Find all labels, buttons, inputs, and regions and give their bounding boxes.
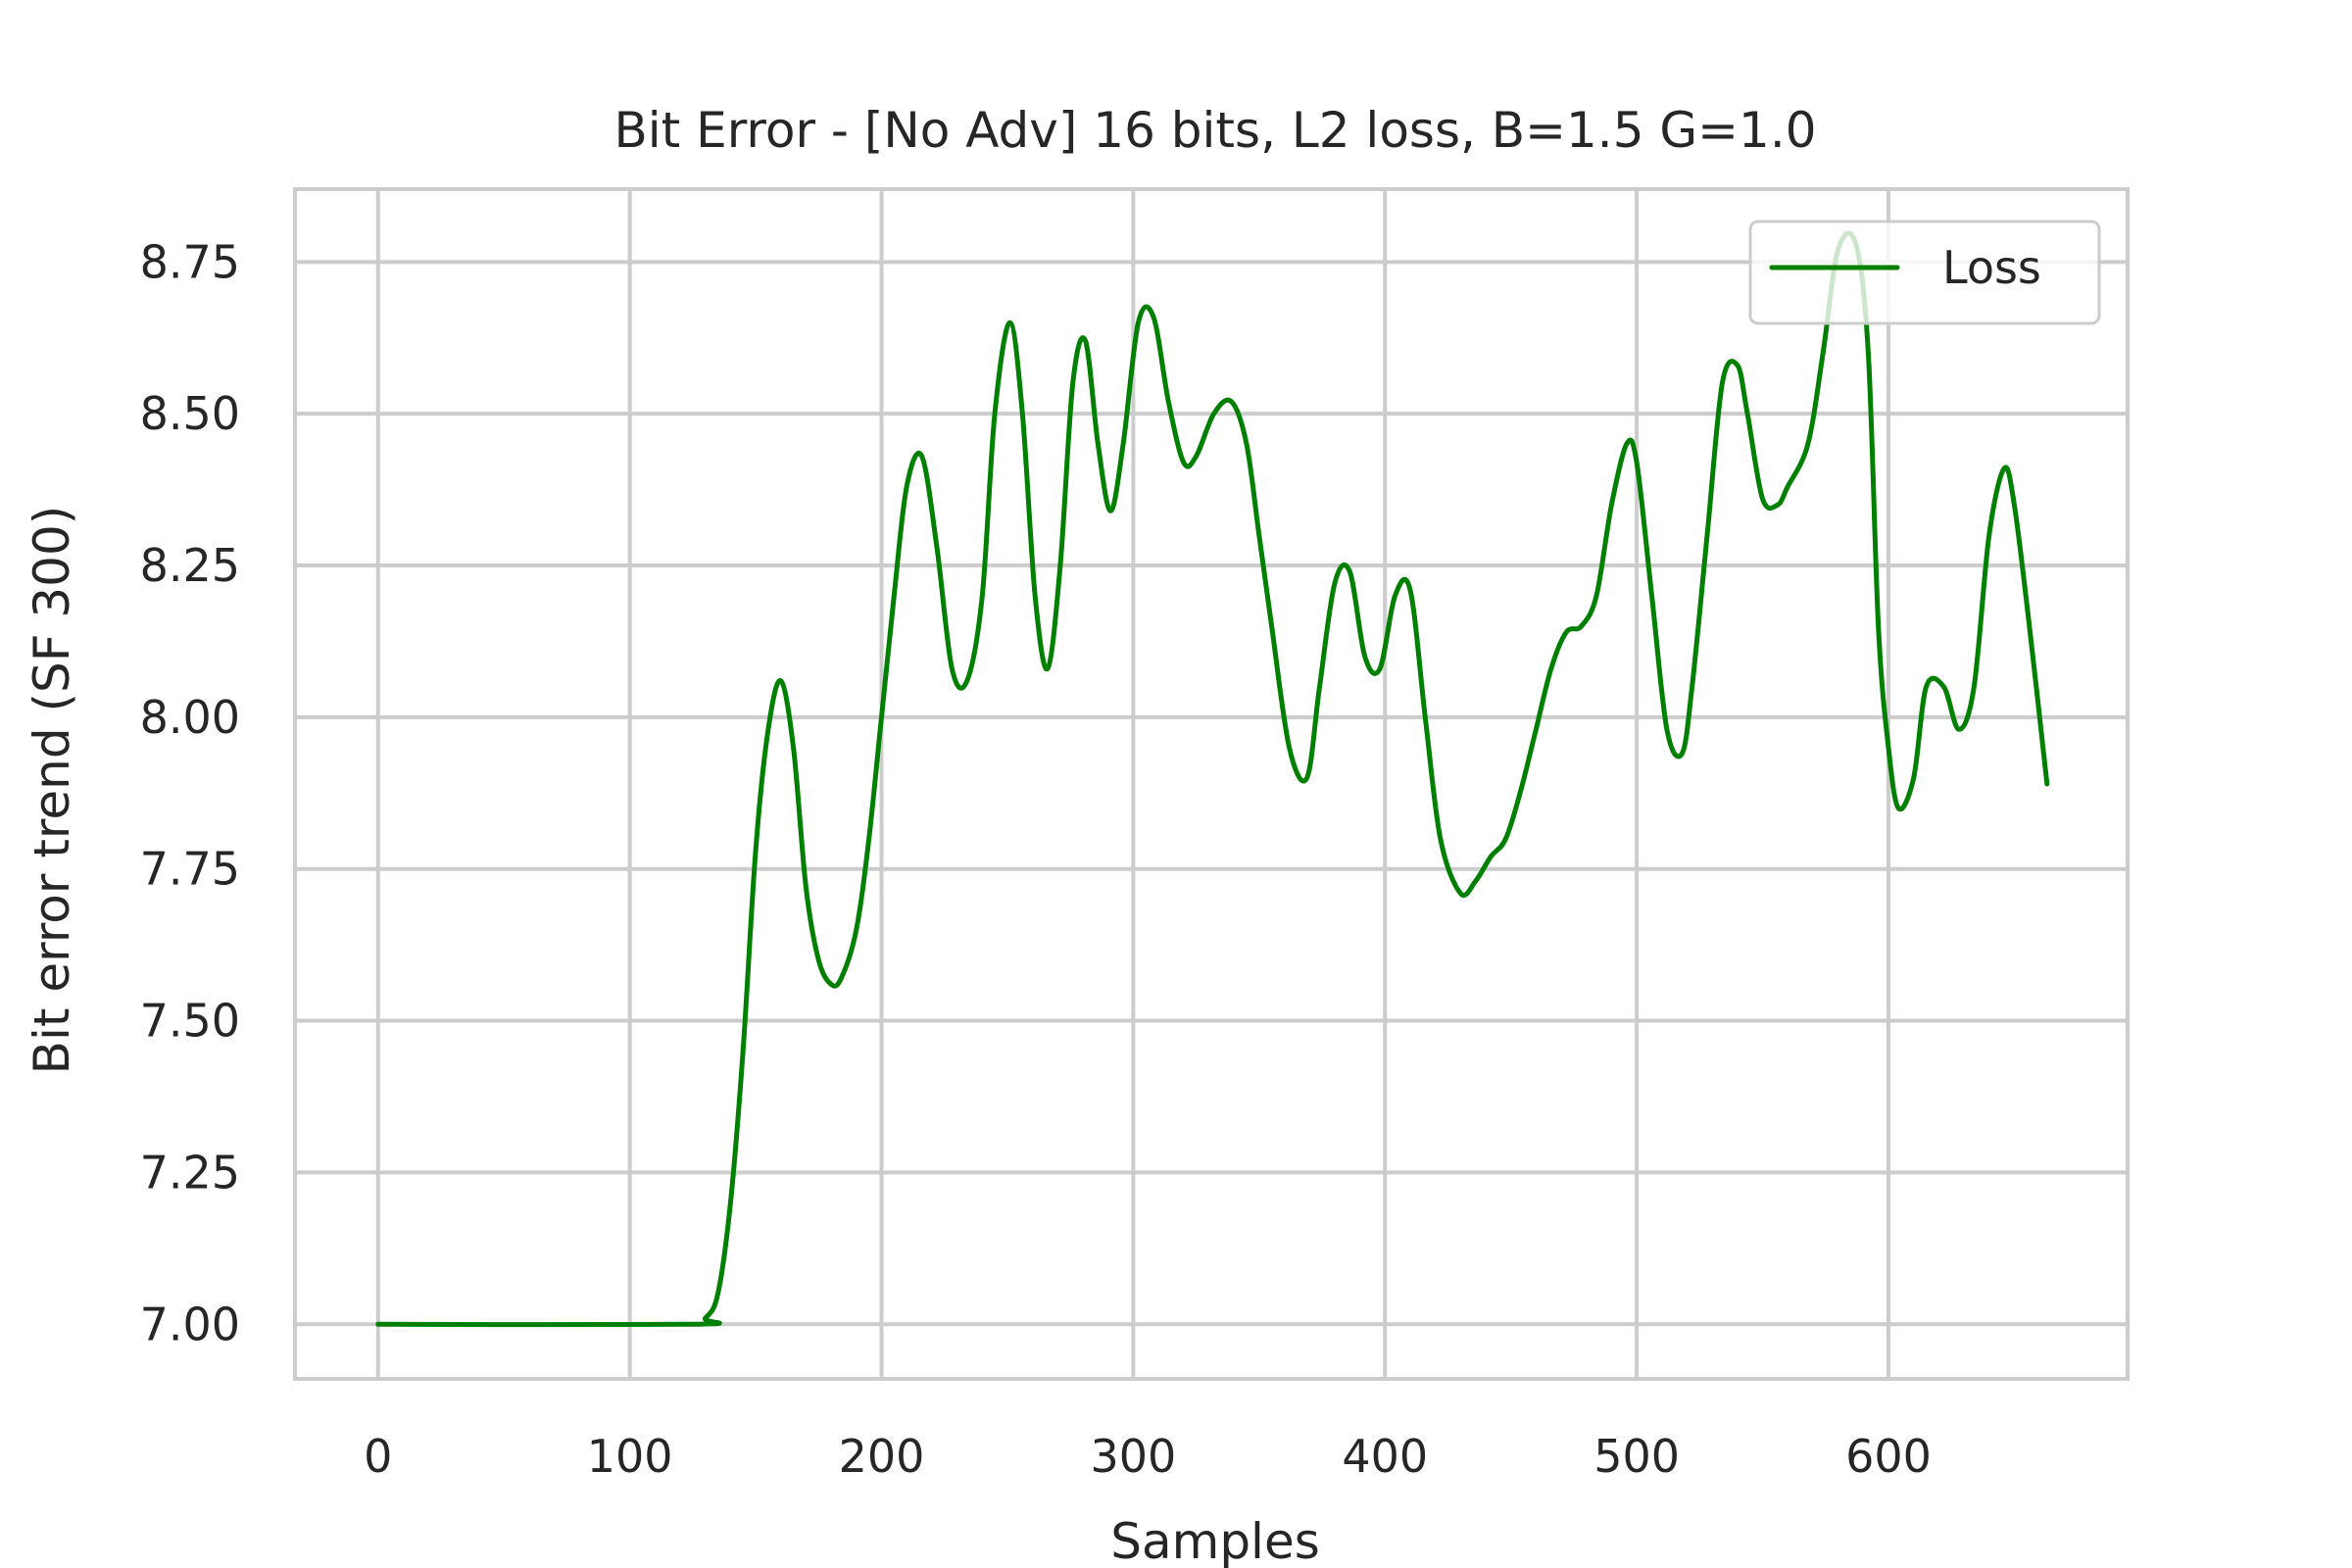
x-tick-labels: 0 100 200 300 400 500 600 (364, 1430, 1932, 1483)
plot-frame (293, 187, 2130, 1381)
series-layer (375, 230, 2050, 1328)
x-tick-label: 600 (1845, 1430, 1932, 1483)
x-tick-label: 400 (1342, 1430, 1428, 1483)
y-axis-label: Bit error trend (SF 300) (24, 506, 80, 1075)
x-tick-label: 300 (1090, 1430, 1176, 1483)
y-tick-label: 7.50 (140, 995, 240, 1048)
x-tick-label: 100 (587, 1430, 673, 1483)
y-tick-label: 8.75 (140, 235, 240, 288)
legend-entry-loss: Loss (1942, 241, 2041, 294)
y-tick-label: 8.00 (140, 691, 240, 744)
y-tick-label: 7.75 (140, 843, 240, 896)
x-tick-label: 500 (1593, 1430, 1680, 1483)
y-tick-label: 7.25 (140, 1146, 240, 1199)
plot-area (295, 189, 2128, 1379)
x-tick-label: 0 (364, 1430, 392, 1483)
y-tick-label: 7.00 (140, 1298, 240, 1350)
legend-box (1748, 220, 2101, 325)
series-line-loss (375, 230, 2050, 1328)
y-tick-label: 8.50 (140, 387, 240, 440)
chart-title: Bit Error - [No Adv] 16 bits, L2 loss, B… (613, 102, 1816, 159)
legend: Loss (1748, 220, 2101, 325)
x-tick-label: 200 (839, 1430, 925, 1483)
x-axis-label: Samples (1110, 1513, 1320, 1568)
y-tick-labels: 7.00 7.25 7.50 7.75 8.00 8.25 8.50 8.75 (140, 235, 240, 1350)
y-tick-label: 8.25 (140, 539, 240, 592)
